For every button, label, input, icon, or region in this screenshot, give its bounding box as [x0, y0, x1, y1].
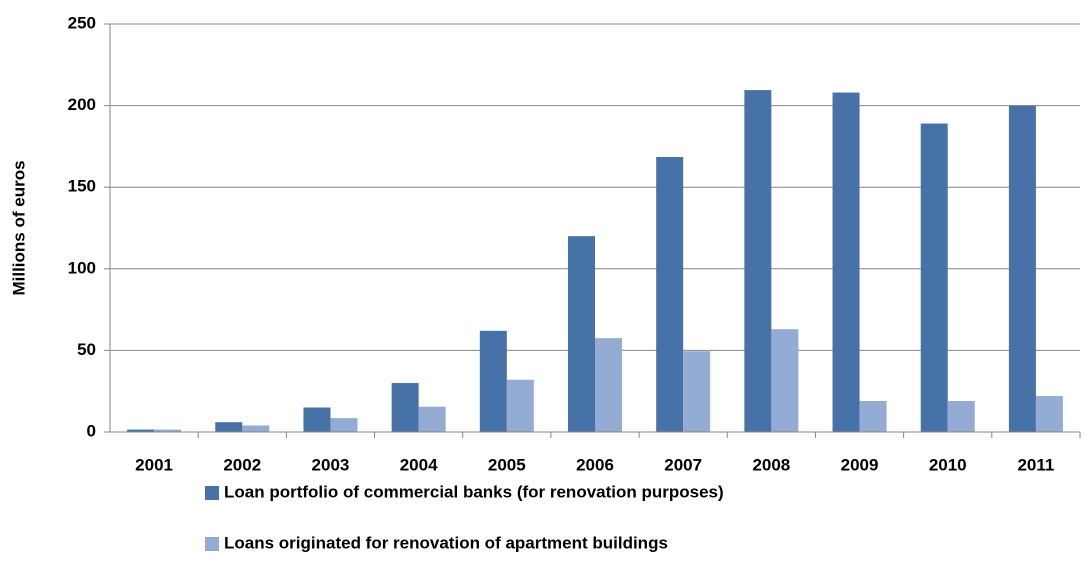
bar: [154, 429, 182, 432]
bar: [127, 429, 155, 432]
x-tick-label: 2006: [576, 455, 614, 474]
x-tick-label: 2003: [312, 455, 350, 474]
y-tick-label: 250: [68, 13, 96, 32]
y-tick-label: 150: [68, 177, 96, 196]
bar: [683, 351, 711, 432]
y-tick-label: 200: [68, 95, 96, 114]
x-tick-label: 2002: [223, 455, 261, 474]
bar: [947, 400, 975, 432]
x-tick-label: 2010: [929, 455, 967, 474]
bar: [744, 90, 772, 432]
x-tick-label: 2001: [135, 455, 173, 474]
bar: [506, 379, 534, 432]
bar: [215, 422, 243, 432]
bar: [391, 383, 419, 432]
x-tick-label: 2009: [841, 455, 879, 474]
legend-label: Loan portfolio of commercial banks (for …: [224, 482, 724, 501]
bar: [832, 92, 860, 432]
bar: [242, 425, 270, 432]
x-tick-label: 2008: [752, 455, 790, 474]
y-tick-label: 50: [77, 340, 96, 359]
bar: [595, 338, 622, 432]
legend-label: Loans originated for renovation of apart…: [224, 533, 668, 552]
bar: [568, 236, 595, 432]
legend-swatch: [205, 486, 219, 500]
legend-swatch: [205, 537, 219, 551]
bar: [1008, 105, 1036, 432]
bar: [920, 123, 948, 432]
bar: [330, 418, 358, 432]
bar: [303, 407, 331, 432]
x-tick-label: 2005: [488, 455, 526, 474]
bar: [656, 157, 684, 432]
bar: [859, 400, 887, 432]
x-tick-label: 2011: [1017, 455, 1054, 474]
x-tick-label: 2004: [400, 455, 438, 474]
y-tick-label: 0: [87, 421, 96, 440]
bar: [479, 330, 507, 432]
bar: [771, 329, 799, 432]
y-axis-label: Millions of euros: [9, 160, 28, 295]
bar: [418, 406, 446, 432]
x-tick-label: 2007: [664, 455, 702, 474]
bar: [1035, 396, 1063, 432]
y-tick-label: 100: [68, 258, 96, 277]
